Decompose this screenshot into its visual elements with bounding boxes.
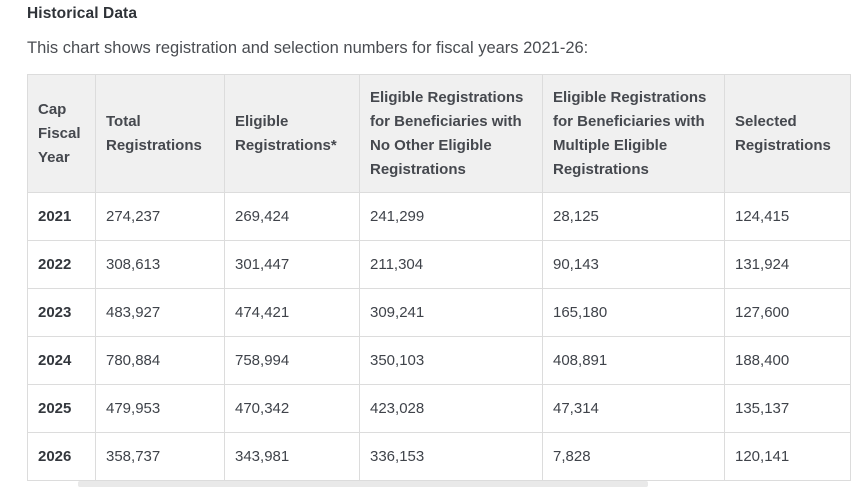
- fiscal-year-cell: 2023: [27, 288, 96, 337]
- value-cell: 120,141: [724, 432, 851, 481]
- cutoff-content-fragment: [78, 481, 648, 487]
- table-row: 2025 479,953 470,342 423,028 47,314 135,137: [27, 384, 851, 433]
- table-body: 2021 274,237 269,424 241,299 28,125 124,415 20…: [27, 192, 851, 481]
- value-cell: 127,600: [724, 288, 851, 337]
- value-cell: 483,927: [95, 288, 225, 337]
- value-cell: 780,884: [95, 336, 225, 385]
- fiscal-year-cell: 2024: [27, 336, 96, 385]
- value-cell: 408,891: [542, 336, 725, 385]
- value-cell: 274,237: [95, 192, 225, 241]
- value-cell: 474,421: [224, 288, 360, 337]
- value-cell: 308,613: [95, 240, 225, 289]
- header-row: Cap Fiscal Year Total Registrations Elig…: [27, 74, 851, 193]
- value-cell: 90,143: [542, 240, 725, 289]
- column-header-no-other-eligible: Eligible Registrations for Beneficiaries…: [359, 74, 543, 193]
- value-cell: 269,424: [224, 192, 360, 241]
- value-cell: 188,400: [724, 336, 851, 385]
- value-cell: 7,828: [542, 432, 725, 481]
- historical-data-table: Cap Fiscal Year Total Registrations Elig…: [27, 74, 851, 481]
- page-title: Historical Data: [27, 5, 138, 22]
- value-cell: 758,994: [224, 336, 360, 385]
- value-cell: 423,028: [359, 384, 543, 433]
- value-cell: 135,137: [724, 384, 851, 433]
- value-cell: 336,153: [359, 432, 543, 481]
- table-header: Cap Fiscal Year Total Registrations Elig…: [27, 74, 851, 193]
- value-cell: 241,299: [359, 192, 543, 241]
- value-cell: 343,981: [224, 432, 360, 481]
- column-header-cap-fiscal-year: Cap Fiscal Year: [27, 74, 96, 193]
- table-row: 2026 358,737 343,981 336,153 7,828 120,141: [27, 432, 851, 481]
- value-cell: 47,314: [542, 384, 725, 433]
- column-header-total-registrations: Total Registrations: [95, 74, 225, 193]
- value-cell: 131,924: [724, 240, 851, 289]
- value-cell: 28,125: [542, 192, 725, 241]
- intro-text: This chart shows registration and select…: [27, 39, 589, 57]
- value-cell: 211,304: [359, 240, 543, 289]
- table-row: 2023 483,927 474,421 309,241 165,180 127,600: [27, 288, 851, 337]
- value-cell: 124,415: [724, 192, 851, 241]
- table-row: 2024 780,884 758,994 350,103 408,891 188,400: [27, 336, 851, 385]
- column-header-selected-registrations: Selected Registrations: [724, 74, 851, 193]
- value-cell: 350,103: [359, 336, 543, 385]
- column-header-multiple-eligible: Eligible Registrations for Beneficiaries…: [542, 74, 725, 193]
- value-cell: 479,953: [95, 384, 225, 433]
- value-cell: 358,737: [95, 432, 225, 481]
- value-cell: 309,241: [359, 288, 543, 337]
- fiscal-year-cell: 2021: [27, 192, 96, 241]
- value-cell: 470,342: [224, 384, 360, 433]
- value-cell: 165,180: [542, 288, 725, 337]
- fiscal-year-cell: 2022: [27, 240, 96, 289]
- fiscal-year-cell: 2025: [27, 384, 96, 433]
- table-row: 2021 274,237 269,424 241,299 28,125 124,415: [27, 192, 851, 241]
- fiscal-year-cell: 2026: [27, 432, 96, 481]
- table-row: 2022 308,613 301,447 211,304 90,143 131,924: [27, 240, 851, 289]
- value-cell: 301,447: [224, 240, 360, 289]
- column-header-eligible-registrations: Eligible Registrations*: [224, 74, 360, 193]
